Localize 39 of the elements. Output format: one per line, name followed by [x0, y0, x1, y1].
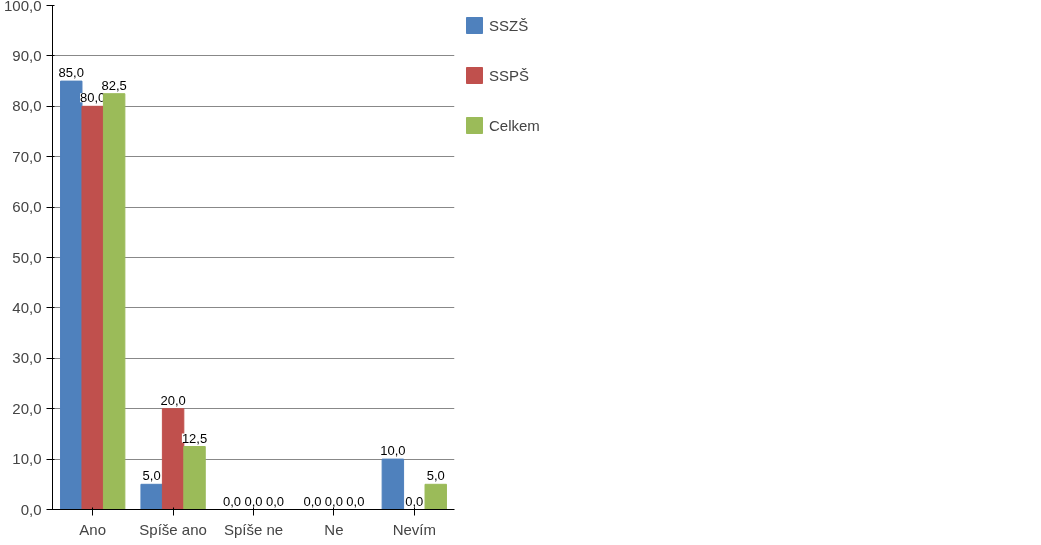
data-label: 10,0 — [380, 443, 406, 459]
y-tick-label: 10,0 — [12, 450, 42, 468]
x-tick-label: Spíše ne — [223, 520, 284, 538]
data-label: 20,0 — [160, 392, 186, 408]
data-label: 0,0 — [405, 493, 424, 509]
data-label: 0,0 — [244, 493, 263, 509]
bar — [183, 446, 206, 510]
bar — [102, 93, 126, 510]
y-tick-label: 90,0 — [12, 46, 42, 64]
data-label: 12,5 — [181, 430, 208, 446]
y-tick-label: 40,0 — [12, 298, 42, 316]
y-tick-label: 50,0 — [12, 248, 42, 266]
data-label: 5,0 — [142, 468, 161, 484]
x-tick-label: Ano — [79, 520, 107, 538]
y-tick-label: 30,0 — [12, 349, 42, 367]
data-label: 0,0 — [303, 493, 322, 509]
bar — [161, 408, 185, 510]
x-tick-label: Spíše ano — [139, 520, 207, 538]
data-label: 0,0 — [324, 493, 343, 509]
x-tick-label: Ne — [324, 520, 344, 538]
legend-label: SSZŠ — [489, 16, 529, 34]
data-label: 0,0 — [346, 493, 365, 509]
data-label: 0,0 — [265, 493, 284, 509]
y-tick-label: 80,0 — [12, 97, 42, 115]
data-label: 5,0 — [426, 468, 445, 484]
y-tick-label: 60,0 — [12, 198, 42, 216]
bar — [381, 458, 405, 510]
y-tick-label: 20,0 — [12, 399, 42, 417]
y-tick-label: 70,0 — [12, 147, 42, 165]
data-label: 82,5 — [101, 77, 127, 93]
bar — [424, 483, 447, 510]
bar — [81, 105, 104, 510]
legend-label: SSPŠ — [489, 66, 530, 84]
x-tick-label: Nevím — [392, 520, 436, 538]
y-tick-label: 0,0 — [20, 500, 42, 518]
data-label: 0,0 — [223, 493, 242, 509]
data-label: 85,0 — [58, 65, 84, 81]
y-tick-label: 100,0 — [3, 0, 42, 14]
legend-label: Celkem — [489, 116, 540, 134]
